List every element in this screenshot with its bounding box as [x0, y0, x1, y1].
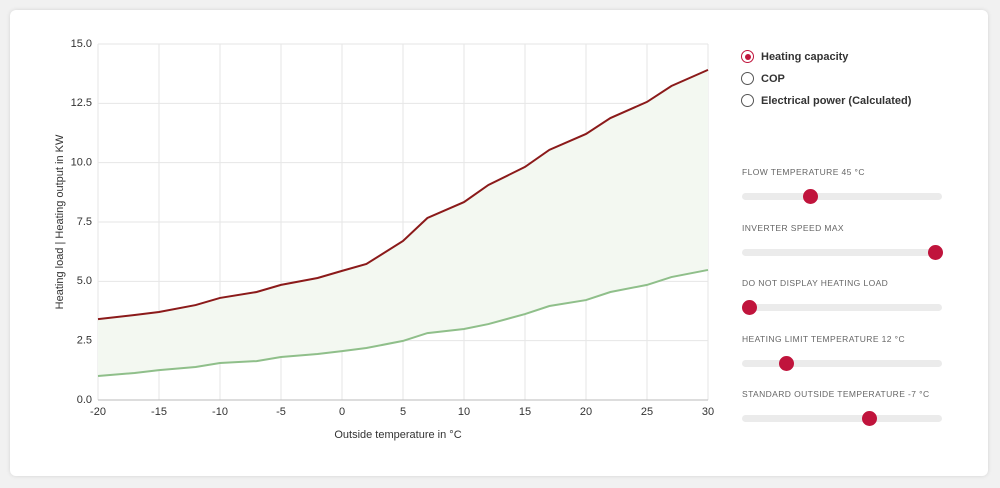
slider: INVERTER SPEED MAX [742, 222, 943, 260]
slider-label: HEATING LIMIT TEMPERATURE 12 °C [742, 333, 906, 344]
slider-label: DO NOT DISPLAY HEATING LOAD [742, 278, 889, 288]
x-tick-label: 10 [458, 406, 470, 418]
x-tick-label: -5 [276, 406, 286, 418]
slider: DO NOT DISPLAY HEATING LOAD [741, 278, 942, 315]
x-tick-label: 15 [519, 406, 531, 418]
x-tick-label: -15 [151, 406, 167, 418]
chart: Outside temperature in °C Heating load |… [54, 38, 714, 441]
slider: HEATING LIMIT TEMPERATURE 12 °C [742, 333, 942, 371]
x-tick-label: 25 [641, 406, 653, 418]
y-tick-label: 12.5 [71, 97, 92, 109]
radio-option[interactable]: Electrical power (Calculated) [741, 94, 911, 107]
y-tick-label: 0.0 [77, 394, 92, 406]
slider: FLOW TEMPERATURE 45 °C [742, 167, 942, 204]
slider-label: FLOW TEMPERATURE 45 °C [742, 167, 865, 177]
x-tick-label: -20 [90, 406, 106, 418]
x-axis-title: Outside temperature in °C [334, 429, 461, 441]
x-tick-label: 5 [400, 406, 406, 418]
slider-thumb[interactable] [802, 189, 818, 204]
radio-label: COP [761, 72, 785, 85]
y-tick-label: 15.0 [71, 38, 92, 50]
band-area [98, 69, 708, 377]
slider-thumb[interactable] [741, 300, 757, 315]
radio-option[interactable]: Heating capacity [741, 50, 848, 63]
radio-option[interactable]: COP [741, 72, 785, 85]
x-tick-label: 0 [339, 406, 345, 418]
series-line [97, 268, 709, 378]
y-tick-label: 2.5 [77, 335, 92, 347]
slider-label: STANDARD OUTSIDE TEMPERATURE -7 °C [742, 389, 930, 399]
series-line [97, 68, 709, 321]
radio-button[interactable] [741, 72, 754, 85]
slider-track[interactable] [742, 189, 942, 204]
x-tick-label: 20 [580, 406, 592, 418]
y-axis-title: Heating load | Heating output in KW [54, 134, 66, 309]
y-tick-label: 10.0 [71, 157, 92, 169]
slider-track[interactable] [741, 300, 942, 315]
y-tick-label: 5.0 [77, 275, 92, 287]
radio-label: Electrical power (Calculated) [761, 94, 912, 107]
slider-label: INVERTER SPEED MAX [742, 222, 844, 233]
slider: STANDARD OUTSIDE TEMPERATURE -7 °C [742, 389, 942, 426]
slider-track[interactable] [742, 411, 942, 426]
y-tick-label: 7.5 [77, 216, 92, 228]
radio-button[interactable] [741, 50, 754, 63]
x-tick-label: 30 [702, 406, 714, 418]
slider-track[interactable] [742, 355, 942, 371]
slider-thumb[interactable] [778, 355, 794, 371]
radio-button[interactable] [741, 94, 754, 107]
radio-label: Heating capacity [761, 50, 849, 63]
slider-track[interactable] [742, 244, 943, 260]
slider-thumb[interactable] [927, 244, 943, 260]
slider-thumb[interactable] [861, 411, 877, 426]
x-tick-label: -10 [212, 406, 228, 418]
